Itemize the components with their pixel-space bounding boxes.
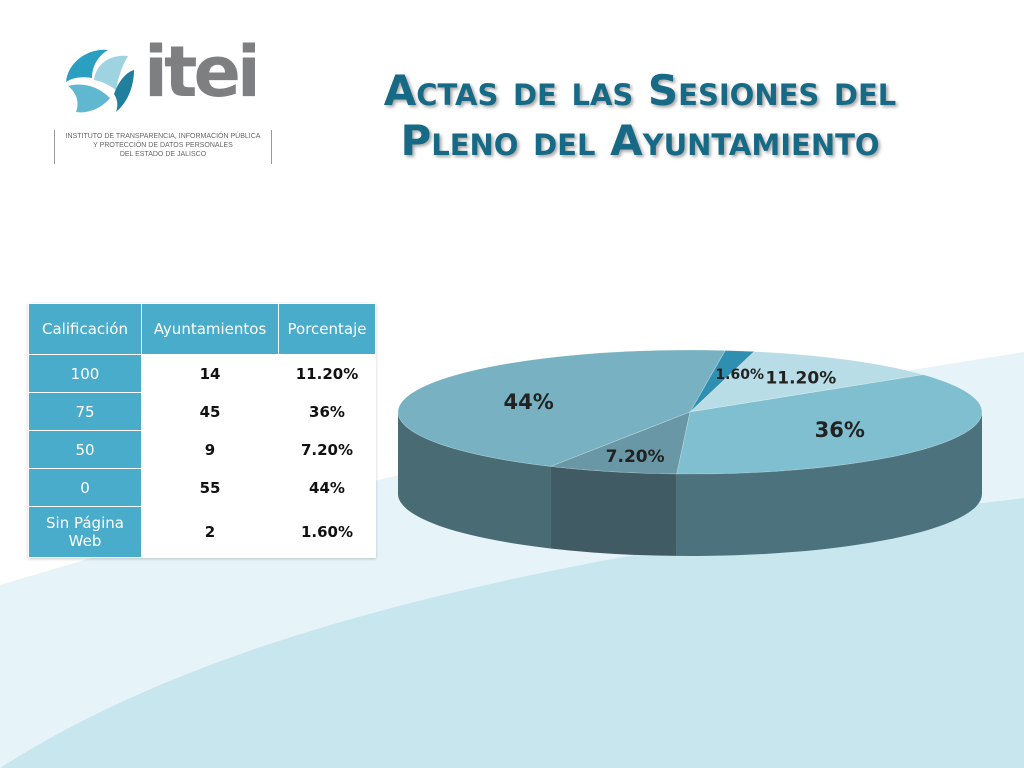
logo-subtitle-line: Y PROTECCIÓN DE DATOS PERSONALES — [93, 142, 233, 149]
table-row: Sin Página Web 2 1.60% — [28, 506, 376, 558]
pie-data-label-4: 1.60% — [715, 367, 764, 383]
slide-title-line-2: Pleno del Ayuntamiento — [400, 116, 880, 165]
pie-slice-4 — [689, 350, 755, 413]
pie-data-label-1: 36% — [815, 418, 865, 442]
cell-porcentaje: 7.20% — [278, 430, 376, 469]
cell-calificacion: 50 — [28, 430, 142, 469]
logo-subtitle-line: INSTITUTO DE TRANSPARENCIA, INFORMACIÓN … — [65, 133, 261, 140]
pie-slice-3 — [397, 349, 726, 467]
table-row: 100 14 11.20% — [28, 354, 376, 393]
cell-ayuntamientos: 14 — [141, 354, 279, 393]
header-ayuntamientos: Ayuntamientos — [141, 303, 279, 355]
logo-wordmark: itei — [144, 31, 261, 113]
results-table: Calificación Ayuntamientos Porcentaje 10… — [28, 303, 376, 558]
logo-subtitle: INSTITUTO DE TRANSPARENCIA, INFORMACIÓN … — [54, 130, 272, 164]
cell-ayuntamientos: 45 — [141, 392, 279, 431]
table-header-row: Calificación Ayuntamientos Porcentaje — [28, 303, 376, 355]
pie-slice-1 — [676, 374, 983, 475]
cell-porcentaje: 44% — [278, 468, 376, 507]
cell-porcentaje: 1.60% — [278, 506, 376, 558]
header-porcentaje: Porcentaje — [278, 303, 376, 355]
cell-ayuntamientos: 55 — [141, 468, 279, 507]
table-row: 50 9 7.20% — [28, 430, 376, 469]
logo-subtitle-line: DEL ESTADO DE JALISCO — [119, 151, 207, 158]
pie-slice-side-1 — [676, 412, 982, 556]
cell-ayuntamientos: 2 — [141, 506, 279, 558]
table-row: 75 45 36% — [28, 392, 376, 431]
cell-calificacion: 0 — [28, 468, 142, 507]
cell-calificacion: 100 — [28, 354, 142, 393]
cell-porcentaje: 36% — [278, 392, 376, 431]
pie-data-label-3: 44% — [504, 390, 554, 414]
slide-title: Actas de las Sesiones del Pleno del Ayun… — [320, 66, 960, 166]
cell-calificacion: Sin Página Web — [28, 506, 142, 558]
pie-data-label-0: 11.20% — [765, 369, 836, 389]
pie-slice-side-3 — [398, 412, 551, 549]
itei-logo-mark-icon — [66, 49, 134, 113]
header-calificacion: Calificación — [28, 303, 142, 355]
pie-slice-0 — [689, 351, 924, 413]
slide-title-line-1: Actas de las Sesiones del — [383, 66, 897, 115]
cell-ayuntamientos: 9 — [141, 430, 279, 469]
pie-slice-side-2 — [550, 466, 677, 556]
itei-logo: itei INSTITUTO DE TRANSPARENCIA, INFORMA… — [52, 32, 282, 168]
cell-porcentaje: 11.20% — [278, 354, 376, 393]
pie-chart: 11.20%1.60% 44% 7.20% 36% — [397, 349, 983, 556]
pie-slice-2 — [550, 411, 691, 475]
table-row: 0 55 44% — [28, 468, 376, 507]
pie-data-label-2: 7.20% — [606, 447, 665, 467]
cell-calificacion: 75 — [28, 392, 142, 431]
